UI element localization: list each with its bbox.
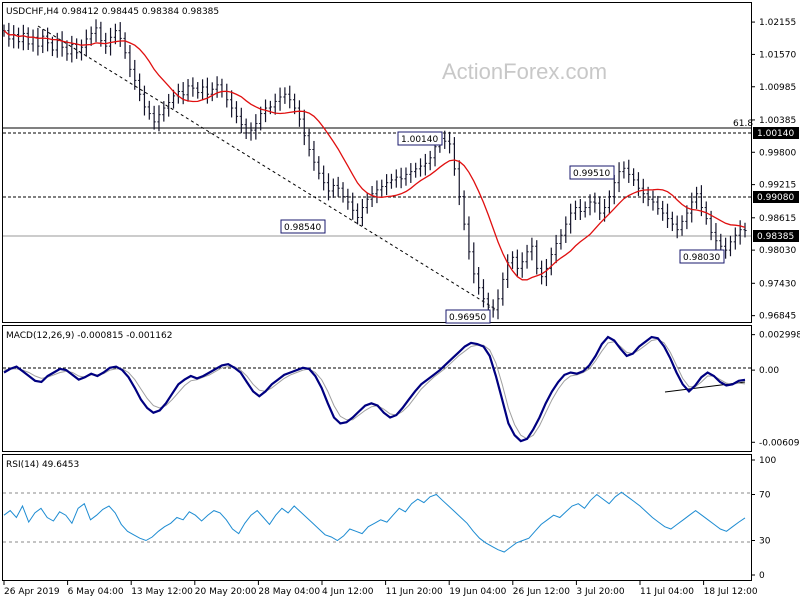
macd-y-tick-label: -0.006097	[759, 438, 800, 448]
price-panel-title: USDCHF,H4 0.98412 0.98445 0.98384 0.9838…	[6, 7, 219, 17]
callout-1-00140: 1.00140	[397, 131, 443, 146]
x-tick-label: 11 Jul 04:00	[640, 587, 694, 597]
x-tick-label: 3 Jul 20:00	[576, 587, 625, 597]
rsi-panel-frame	[2, 454, 752, 581]
macd-line	[3, 335, 746, 443]
x-tick-label: 26 Apr 2019	[4, 587, 60, 597]
rsi-line	[3, 491, 746, 553]
x-tick-label: 20 May 20:00	[195, 587, 257, 597]
svg-text:0.96950: 0.96950	[449, 313, 486, 323]
time-x-axis: 26 Apr 2019 6 May 04:00 13 May 12:00 20 May…	[3, 581, 758, 597]
current-price-tag: 0.98385	[753, 230, 799, 242]
x-tick-label: 26 Jun 12:00	[513, 587, 570, 597]
price-y-tick-label: 1.02155	[759, 18, 796, 28]
svg-text:0.98540: 0.98540	[284, 223, 321, 233]
x-tick-label: 18 Jul 12:00	[704, 587, 758, 597]
price-y-tick-label: 0.98030	[759, 246, 796, 256]
watermark: ActionForex.com	[442, 59, 607, 84]
x-tick-label: 6 May 04:00	[68, 587, 124, 597]
rsi-y-tick-label: 100	[759, 456, 776, 466]
svg-text:0.98385: 0.98385	[757, 232, 794, 242]
callout-0-99510: 0.99510	[569, 165, 615, 180]
macd-panel-title: MACD(12,26,9) -0.000815 -0.001162	[6, 331, 172, 341]
rsi-panel-title: RSI(14) 49.6453	[6, 460, 79, 470]
fib-61-8-label: 61.8	[733, 119, 753, 129]
rsi-y-tick-label: 0	[759, 571, 765, 581]
svg-text:0.99510: 0.99510	[573, 169, 610, 179]
price-y-tick-label: 0.96845	[759, 312, 796, 322]
macd-y-axis: 0.002998 0.00 -0.006097	[751, 331, 800, 448]
svg-text:0.99080: 0.99080	[757, 193, 794, 203]
price-y-tick-label: 1.00985	[759, 83, 796, 93]
price-level-tag-0-99080: 0.99080	[753, 191, 799, 203]
macd-panel-frame	[2, 325, 752, 452]
price-y-tick-label: 0.98615	[759, 214, 796, 224]
callout-0-96950: 0.96950	[445, 309, 491, 324]
price-y-tick-label: 0.97430	[759, 279, 796, 289]
x-tick-label: 4 Jun 12:00	[322, 587, 374, 597]
price-y-axis: 1.02155 1.01570 1.00985 1.00385 0.99800 0.992…	[751, 18, 796, 322]
rsi-y-tick-label: 30	[759, 537, 771, 547]
price-y-tick-label: 1.01570	[759, 50, 796, 60]
price-y-tick-label: 1.00385	[759, 116, 796, 126]
macd-y-tick-label: 0.002998	[759, 331, 800, 341]
price-level-tag-1-00140: 1.00140	[753, 127, 799, 139]
svg-text:1.00140: 1.00140	[757, 129, 794, 139]
callout-0-98030: 0.98030	[679, 249, 725, 264]
price-panel-frame	[2, 2, 752, 323]
rsi-y-tick-label: 70	[759, 491, 771, 501]
svg-text:1.00140: 1.00140	[401, 135, 438, 145]
x-tick-label: 28 May 04:00	[258, 587, 320, 597]
x-tick-label: 19 Jun 04:00	[449, 587, 506, 597]
rsi-y-axis: 100 70 30 0	[751, 456, 776, 581]
callout-0-98540: 0.98540	[280, 219, 326, 234]
price-y-tick-label: 0.99800	[759, 148, 796, 158]
svg-text:0.98030: 0.98030	[683, 253, 720, 263]
moving-average-line	[3, 30, 746, 281]
price-y-tick-label: 0.99215	[759, 181, 796, 191]
macd-signal-line	[3, 338, 746, 440]
macd-y-tick-label: 0.00	[759, 366, 779, 376]
x-tick-label: 13 May 12:00	[131, 587, 193, 597]
x-tick-label: 11 Jun 20:00	[386, 587, 443, 597]
